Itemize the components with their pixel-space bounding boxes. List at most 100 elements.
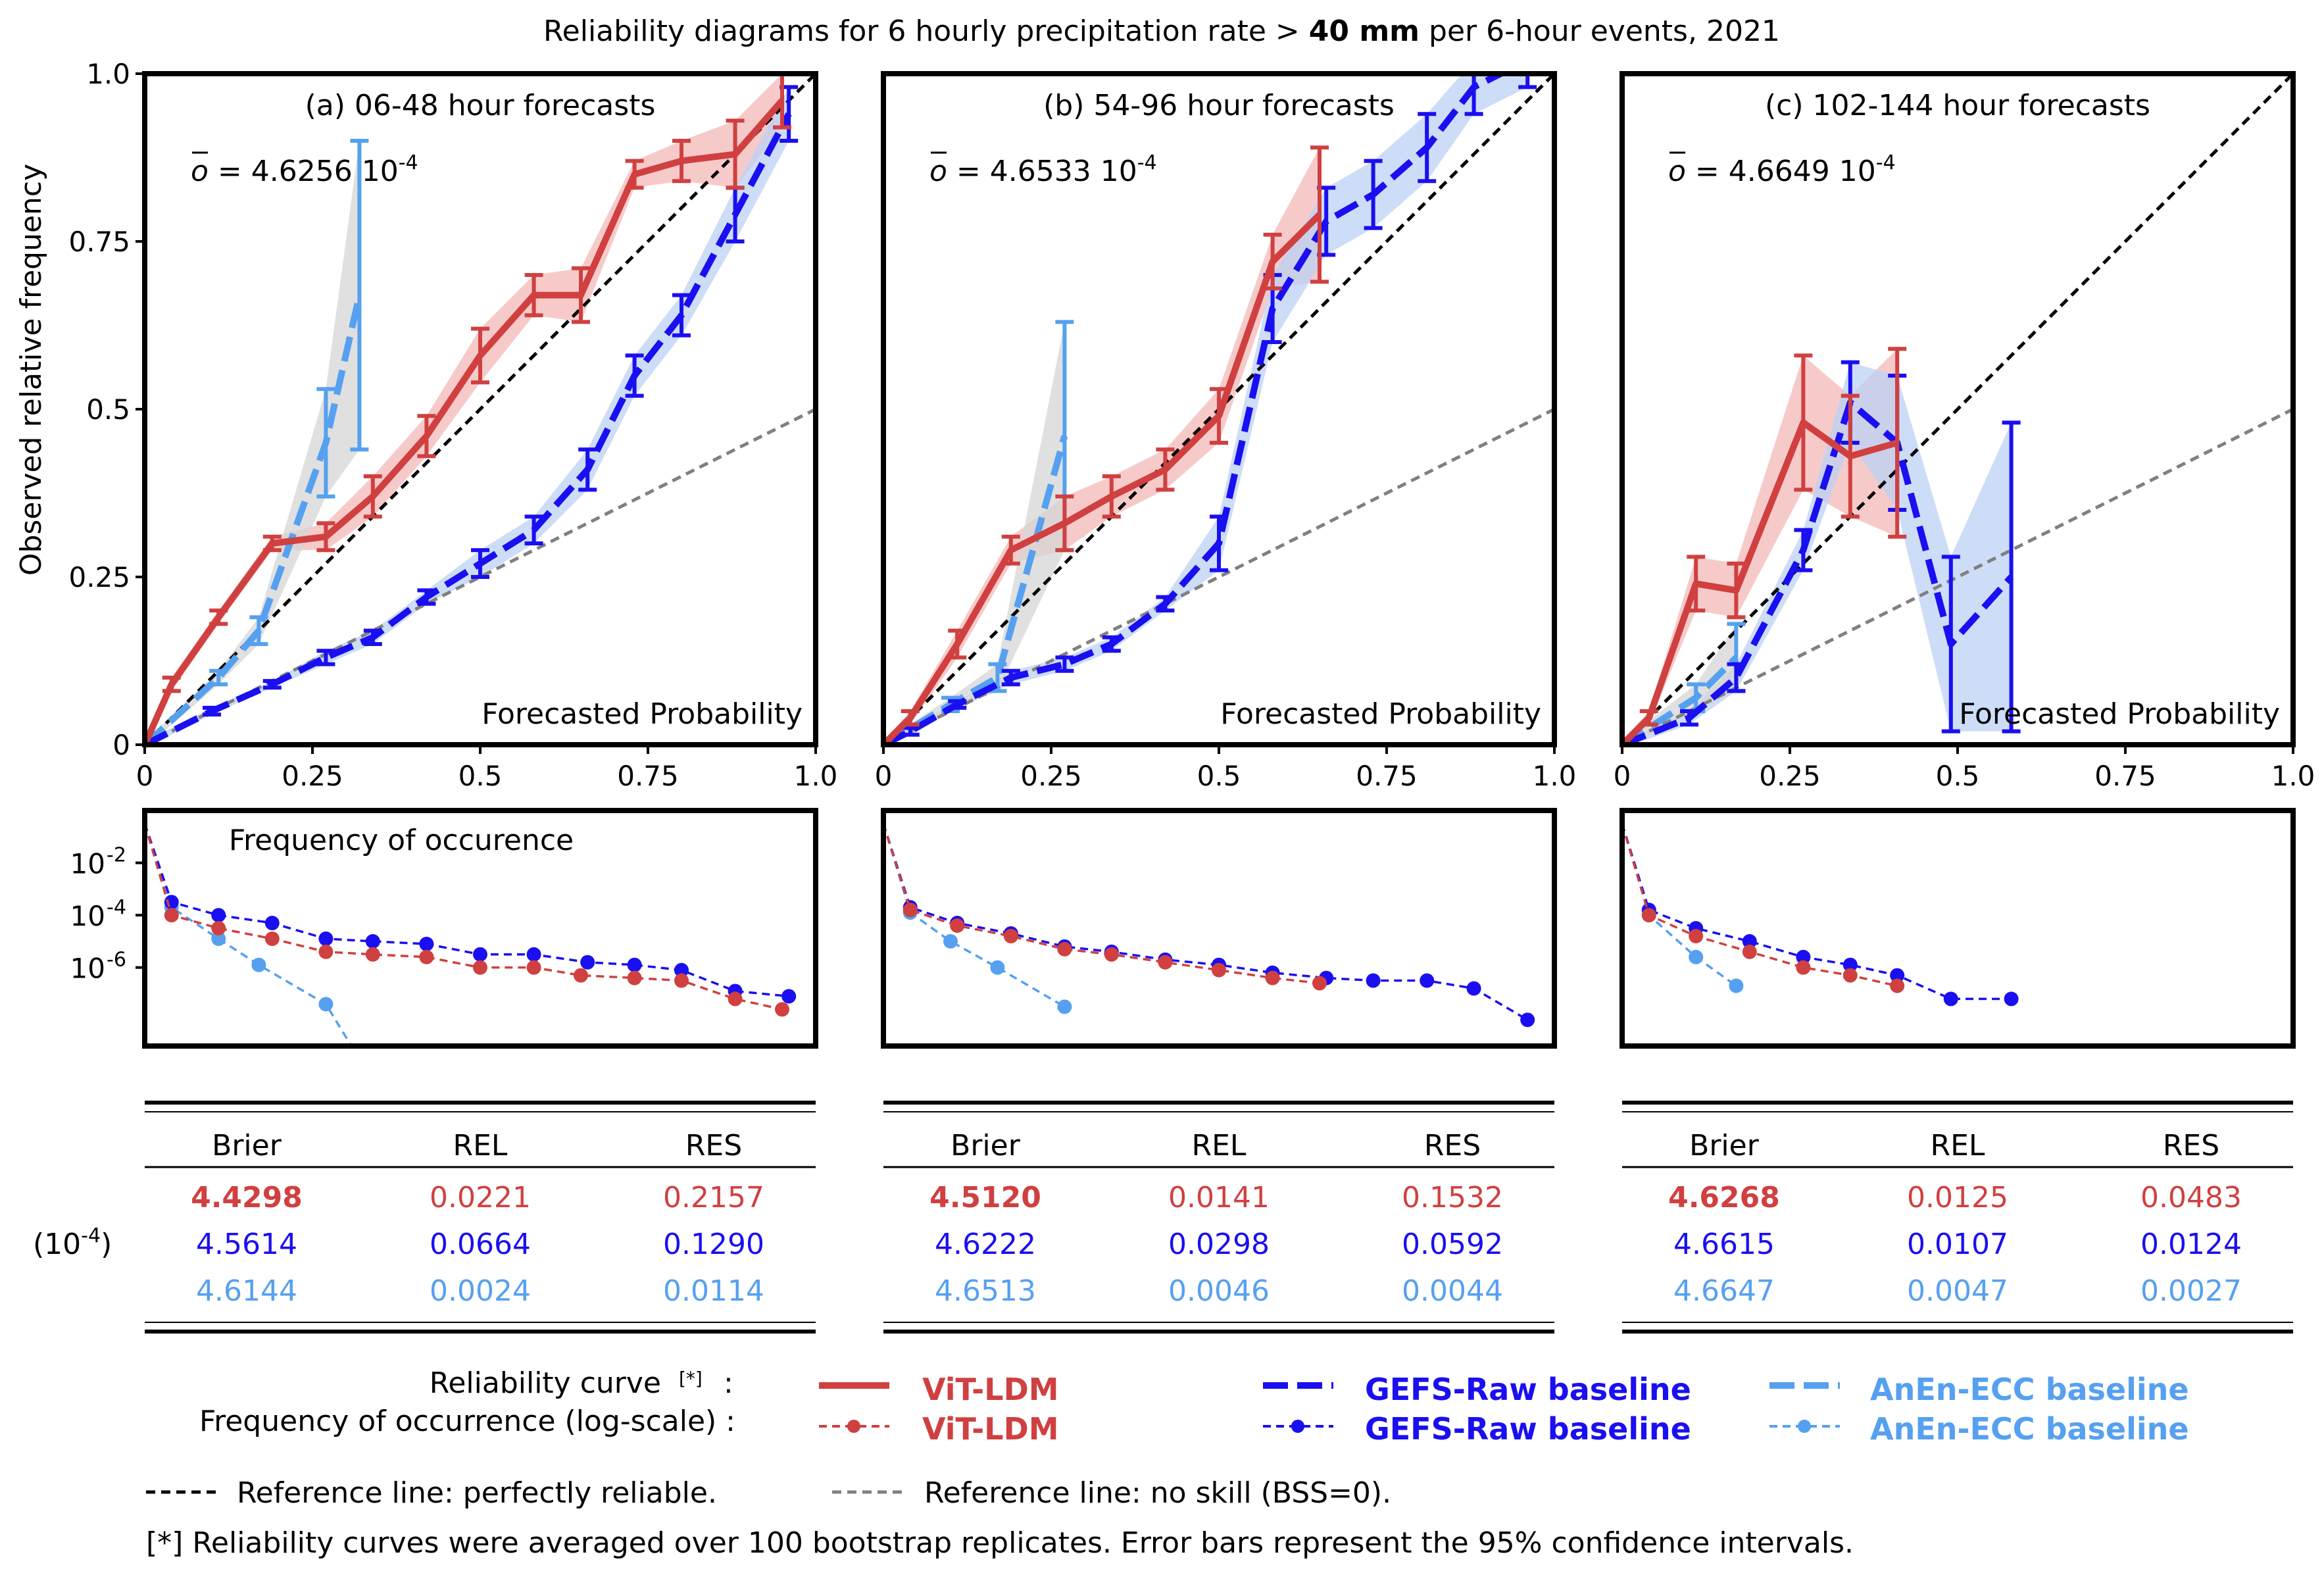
table-cell-anen: 0.0047 [1907, 1274, 2008, 1308]
legend-row2-label: Frequency of occurrence (log-scale) : [199, 1405, 735, 1438]
freq-y-tick-base: 10 [70, 900, 105, 932]
y-tick-label: 0.5 [86, 393, 130, 426]
x-tick-label: 0.75 [617, 760, 679, 792]
legend-gefs-freq-label: GEFS-Raw baseline [1365, 1411, 1691, 1447]
obar-exp: -4 [399, 151, 418, 174]
obar-text: o = 4.6649 10-4 [1668, 151, 1896, 188]
frequency-plot [883, 823, 1535, 1028]
freq-y-tick-exp: -6 [107, 949, 126, 972]
frequency-marker-gefs [627, 957, 642, 972]
frequency-marker-anen [352, 1052, 366, 1066]
frequency-marker-vit [1212, 962, 1226, 978]
table-header: REL [1931, 1129, 1985, 1162]
frequency-marker-anen [1057, 999, 1072, 1014]
series-line-gefs [883, 74, 1508, 745]
frequency-marker-gefs [1466, 981, 1481, 996]
table-cell-anen: 0.0044 [1402, 1274, 1503, 1308]
table-header: Brier [1689, 1129, 1760, 1162]
frequency-marker-gefs [526, 947, 541, 962]
x-tick-label: 1.0 [1533, 760, 1577, 792]
table-header: REL [453, 1129, 508, 1162]
freq-y-tick-exp: -4 [107, 896, 126, 919]
obar-text: o = 4.6533 10-4 [929, 151, 1157, 188]
table-cell-vit: 4.4298 [191, 1181, 303, 1214]
frequency-marker-vit [1890, 978, 1905, 993]
x-tick-label: 0 [875, 760, 893, 792]
x-tick-label: 0.5 [1936, 760, 1980, 792]
x-tick-label: 0 [136, 760, 154, 792]
ci-band-anen [883, 322, 1065, 745]
frequency-marker-vit [950, 918, 965, 934]
table-unit-exp: -4 [81, 1224, 101, 1247]
legend-ref-noskill-label: Reference line: no skill (BSS=0). [924, 1476, 1391, 1510]
frequency-marker-gefs [1520, 1012, 1535, 1028]
frequency-marker-gefs [1796, 949, 1811, 964]
forecasted-probability-label: Forecasted Probability [1959, 697, 2280, 731]
frequency-marker-anen [1729, 978, 1744, 993]
x-tick-label: 0.25 [1759, 760, 1821, 792]
table-cell-vit: 0.0125 [1907, 1181, 2008, 1214]
ci-band-anen [145, 141, 360, 745]
frequency-marker-vit [728, 991, 743, 1007]
frequency-marker-gefs [318, 931, 334, 946]
series-line-vit [145, 98, 785, 745]
ci-band-vit [883, 147, 1320, 745]
table-cell-vit: 0.1532 [1402, 1181, 1503, 1214]
table-unit-base: (10 [33, 1228, 81, 1261]
table-cell-vit: 0.2157 [663, 1181, 764, 1214]
frequency-marker-gefs [164, 895, 179, 910]
obar-prefix: = 4.6256 10 [209, 155, 399, 188]
frequency-marker-vit [1796, 960, 1811, 975]
frequency-marker-gefs [419, 936, 434, 951]
legend-anen-freq-label: AnEn-ECC baseline [1870, 1411, 2189, 1447]
frequency-marker-gefs [473, 947, 487, 962]
frequency-marker-anen [943, 934, 958, 949]
frequency-marker-vit [318, 944, 334, 959]
reference-line-no-skill [1622, 407, 2293, 745]
frequency-marker-gefs [1420, 973, 1435, 988]
table-cell-gefs: 0.1290 [663, 1228, 764, 1261]
x-tick-label: 1.0 [794, 760, 838, 792]
panel-2: (b) 54-96 hour forecasts o = 4.6533 10-4 F… [875, 71, 1577, 1334]
table-header: REL [1192, 1129, 1247, 1162]
table-cell-gefs: 4.6615 [1673, 1228, 1775, 1261]
frequency-marker-gefs [1943, 991, 1958, 1007]
frequency-marker-gefs [1890, 968, 1905, 983]
reliability-plot [1622, 74, 2293, 745]
frequency-marker-vit [775, 1002, 789, 1017]
x-tick-label: 0.25 [282, 760, 343, 792]
frequency-line-vit [883, 823, 1320, 985]
reference-line-perfect [1622, 74, 2293, 745]
frequency-marker-vit [902, 903, 918, 918]
obar-prefix: = 4.6649 10 [1686, 155, 1876, 188]
legend-row1-star: [*] [679, 1368, 703, 1389]
frequency-marker-gefs [211, 908, 226, 923]
series-line-vit [883, 212, 1322, 745]
table-cell-anen: 4.6144 [196, 1274, 297, 1308]
frequency-marker-vit [1057, 941, 1072, 957]
panel-title: (b) 54-96 hour forecasts [1043, 89, 1395, 122]
frequency-frame [881, 808, 1557, 1049]
freq-y-tick-exp: -2 [107, 844, 126, 867]
legend-footnote: [*] Reliability curves were averaged ove… [146, 1526, 1854, 1560]
frequency-marker-anen [318, 997, 334, 1012]
frequency-marker-anen [1689, 949, 1704, 964]
table-cell-gefs: 0.0124 [2140, 1228, 2242, 1261]
table-cell-vit: 0.0141 [1168, 1181, 1270, 1214]
table-cell-vit: 4.5120 [929, 1181, 1041, 1214]
frequency-marker-gefs [1366, 973, 1381, 988]
panel-title: (c) 102-144 hour forecasts [1765, 89, 2150, 122]
obar-exp: -4 [1876, 151, 1896, 174]
frequency-marker-anen [211, 931, 226, 946]
frequency-marker-anen [990, 960, 1005, 975]
table-header: RES [1424, 1129, 1481, 1162]
frequency-marker-gefs [781, 989, 797, 1004]
frequency-marker-gefs [264, 916, 280, 931]
obar-exp: -4 [1137, 151, 1157, 174]
forecasted-probability-label: Forecasted Probability [1220, 697, 1541, 731]
obar-text: o = 4.6256 10-4 [191, 151, 418, 188]
table-header: RES [685, 1129, 742, 1162]
table-cell-anen: 4.6647 [1673, 1274, 1775, 1308]
frequency-frame [1619, 808, 2296, 1049]
